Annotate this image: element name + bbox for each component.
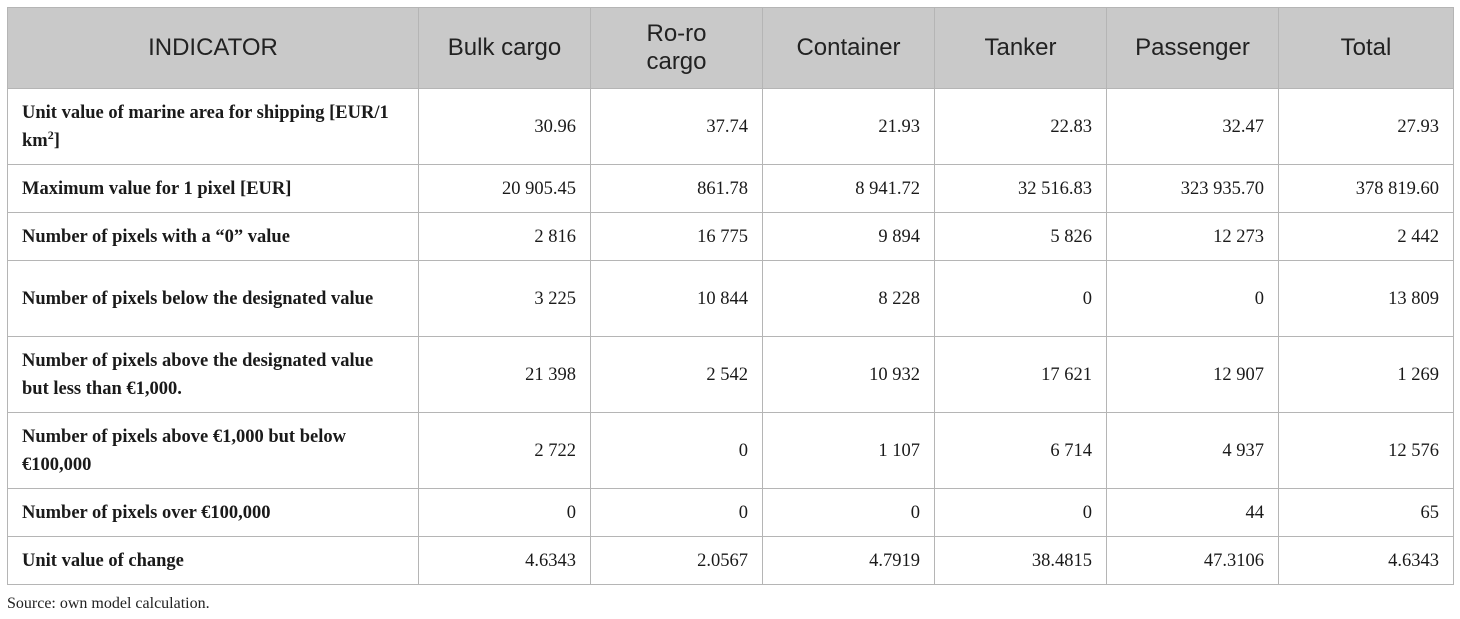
row-label: Unit value of marine area for shipping [… (7, 88, 419, 165)
cell-container: 8 228 (762, 260, 935, 337)
cell-passenger: 0 (1106, 260, 1279, 337)
header-bulk-cargo: Bulk cargo (418, 7, 591, 89)
table-row: Unit value of change 4.6343 2.0567 4.791… (7, 536, 1454, 585)
cell-total: 2 442 (1278, 212, 1454, 261)
cell-bulk-cargo: 30.96 (418, 88, 591, 165)
cell-ro-ro-cargo: 2 542 (590, 336, 763, 413)
header-total: Total (1278, 7, 1454, 89)
cell-tanker: 38.4815 (934, 536, 1107, 585)
cell-bulk-cargo: 4.6343 (418, 536, 591, 585)
row-label: Number of pixels over €100,000 (7, 488, 419, 537)
cell-passenger: 44 (1106, 488, 1279, 537)
cell-passenger: 47.3106 (1106, 536, 1279, 585)
cell-bulk-cargo: 3 225 (418, 260, 591, 337)
cell-passenger: 323 935.70 (1106, 164, 1279, 213)
row-label: Number of pixels above the designated va… (7, 336, 419, 413)
table-row: Number of pixels over €100,000 0 0 0 0 4… (7, 488, 1454, 537)
cell-total: 4.6343 (1278, 536, 1454, 585)
cell-total: 378 819.60 (1278, 164, 1454, 213)
table-header-row: INDICATOR Bulk cargo Ro-ro cargo Contain… (7, 7, 1454, 89)
cell-container: 4.7919 (762, 536, 935, 585)
cell-tanker: 5 826 (934, 212, 1107, 261)
cell-container: 21.93 (762, 88, 935, 165)
row-label-superscript: 2 (47, 127, 54, 142)
indicator-table: INDICATOR Bulk cargo Ro-ro cargo Contain… (7, 7, 1454, 585)
cell-tanker: 17 621 (934, 336, 1107, 413)
cell-ro-ro-cargo: 16 775 (590, 212, 763, 261)
row-label: Number of pixels with a “0” value (7, 212, 419, 261)
cell-container: 8 941.72 (762, 164, 935, 213)
cell-ro-ro-cargo: 37.74 (590, 88, 763, 165)
cell-passenger: 32.47 (1106, 88, 1279, 165)
cell-total: 13 809 (1278, 260, 1454, 337)
cell-container: 9 894 (762, 212, 935, 261)
header-container: Container (762, 7, 935, 89)
cell-total: 12 576 (1278, 412, 1454, 489)
table-source-note: Source: own model calculation. (7, 595, 210, 612)
row-label: Unit value of change (7, 536, 419, 585)
cell-container: 1 107 (762, 412, 935, 489)
cell-ro-ro-cargo: 0 (590, 488, 763, 537)
cell-tanker: 6 714 (934, 412, 1107, 489)
row-label-main: Unit value of marine area for shipping [… (22, 102, 389, 151)
cell-bulk-cargo: 21 398 (418, 336, 591, 413)
table-row: Number of pixels above the designated va… (7, 336, 1454, 413)
cell-tanker: 22.83 (934, 88, 1107, 165)
cell-total: 65 (1278, 488, 1454, 537)
table-row: Number of pixels above €1,000 but below … (7, 412, 1454, 489)
cell-total: 27.93 (1278, 88, 1454, 165)
cell-bulk-cargo: 20 905.45 (418, 164, 591, 213)
row-label: Maximum value for 1 pixel [EUR] (7, 164, 419, 213)
cell-tanker: 0 (934, 488, 1107, 537)
row-label: Number of pixels above €1,000 but below … (7, 412, 419, 489)
header-indicator: INDICATOR (7, 7, 419, 89)
table-row: Number of pixels with a “0” value 2 816 … (7, 212, 1454, 261)
row-label: Number of pixels below the designated va… (7, 260, 419, 337)
cell-tanker: 32 516.83 (934, 164, 1107, 213)
cell-tanker: 0 (934, 260, 1107, 337)
cell-bulk-cargo: 2 722 (418, 412, 591, 489)
header-tanker: Tanker (934, 7, 1107, 89)
indicator-table-container: INDICATOR Bulk cargo Ro-ro cargo Contain… (7, 7, 1454, 585)
cell-ro-ro-cargo: 861.78 (590, 164, 763, 213)
cell-ro-ro-cargo: 2.0567 (590, 536, 763, 585)
table-row: Maximum value for 1 pixel [EUR] 20 905.4… (7, 164, 1454, 213)
cell-ro-ro-cargo: 10 844 (590, 260, 763, 337)
table-row: Unit value of marine area for shipping [… (7, 88, 1454, 165)
cell-bulk-cargo: 2 816 (418, 212, 591, 261)
cell-container: 0 (762, 488, 935, 537)
cell-bulk-cargo: 0 (418, 488, 591, 537)
header-ro-ro-cargo: Ro-ro cargo (590, 7, 763, 89)
cell-container: 10 932 (762, 336, 935, 413)
cell-passenger: 12 273 (1106, 212, 1279, 261)
cell-ro-ro-cargo: 0 (590, 412, 763, 489)
cell-passenger: 12 907 (1106, 336, 1279, 413)
header-passenger: Passenger (1106, 7, 1279, 89)
table-row: Number of pixels below the designated va… (7, 260, 1454, 337)
row-label-end: ] (53, 130, 60, 151)
cell-passenger: 4 937 (1106, 412, 1279, 489)
cell-total: 1 269 (1278, 336, 1454, 413)
